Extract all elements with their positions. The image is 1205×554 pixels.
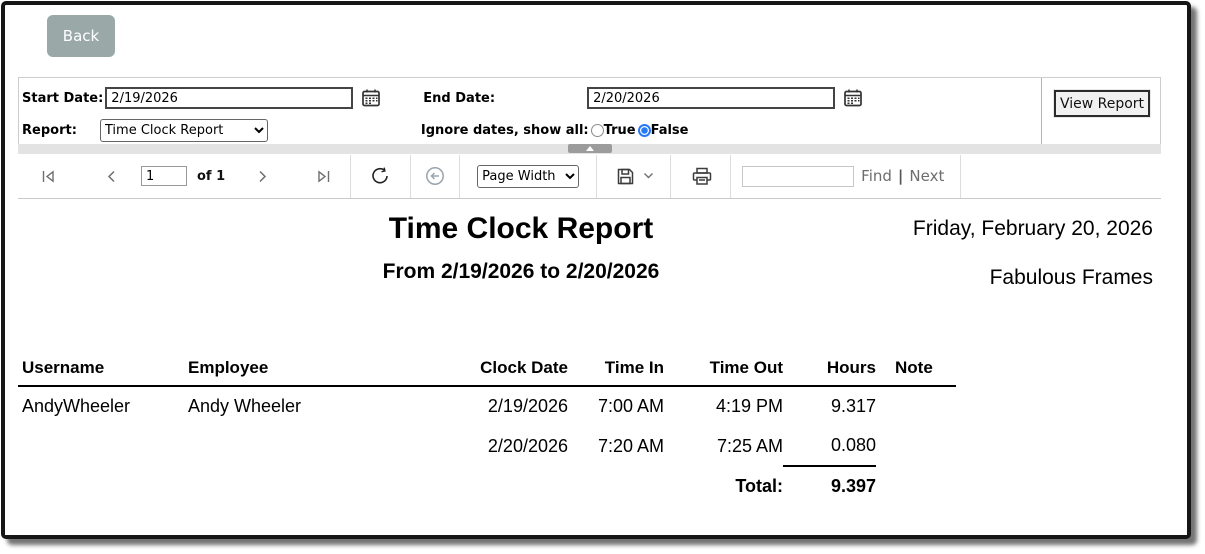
printer-icon: [691, 166, 713, 187]
cell-note: [876, 386, 956, 426]
total-label: Total:: [735, 475, 783, 496]
chevron-right-icon: [253, 167, 272, 186]
back-circle-icon: [424, 165, 446, 187]
table-header-row: Username Employee Clock Date Time In Tim…: [18, 358, 956, 387]
print-button[interactable]: [691, 166, 713, 187]
find-next-separator: |: [897, 167, 904, 185]
end-date-input[interactable]: [587, 87, 836, 109]
export-button[interactable]: [615, 166, 654, 187]
next-link[interactable]: Next: [909, 167, 945, 185]
find-link[interactable]: Find: [861, 167, 892, 185]
view-report-button[interactable]: View Report: [1053, 89, 1151, 118]
calendar-icon: [361, 88, 381, 108]
next-page-button[interactable]: [253, 167, 272, 186]
radio-true[interactable]: [590, 123, 604, 137]
col-time-in: Time In: [568, 358, 664, 387]
first-page-icon: [39, 167, 58, 186]
report-title: Time Clock Report: [388, 212, 654, 245]
chevron-left-icon: [102, 167, 121, 186]
cell-hours: 9.317: [830, 396, 876, 416]
report-content: Time Clock Report Friday, February 20, 2…: [5, 200, 1187, 535]
col-hours: Hours: [783, 358, 876, 387]
col-note: Note: [876, 358, 956, 387]
toolbar-separator: [596, 154, 598, 198]
report-label: Report:: [22, 122, 77, 138]
cell-hours: 0.080: [830, 435, 876, 455]
toolbar-separator: [730, 154, 732, 198]
toolbar-separator: [459, 154, 461, 198]
toolbar-separator: [960, 154, 962, 198]
total-row: Total: 9.397: [18, 465, 956, 506]
refresh-button[interactable]: [369, 165, 391, 187]
cell-username: AndyWheeler: [22, 396, 131, 416]
cell-time-out: 7:25 AM: [716, 435, 783, 456]
end-date-label: End Date:: [423, 90, 496, 106]
col-clock-date: Clock Date: [433, 358, 568, 387]
col-time-out: Time Out: [664, 358, 783, 387]
page-count-label: of 1: [197, 168, 226, 184]
parameters-splitter: [18, 144, 1161, 154]
col-employee: Employee: [188, 358, 433, 387]
report-date: Friday, February 20, 2026: [912, 217, 1153, 240]
toolbar-separator: [670, 154, 672, 198]
cell-clock-date: 2/20/2026: [487, 435, 568, 456]
total-row-note-spacer: [876, 466, 956, 506]
report-company: Fabulous Frames: [989, 266, 1153, 289]
radio-true-label[interactable]: True: [603, 122, 636, 138]
total-row-spacer: [18, 466, 664, 506]
total-value: 9.397: [783, 465, 876, 506]
cell-employee: Andy Wheeler: [188, 396, 302, 416]
start-date-label: Start Date:: [22, 90, 104, 106]
table-row: 2/20/2026 7:20 AM 7:25 AM 0.080: [18, 426, 956, 466]
save-icon: [615, 166, 636, 187]
collapse-parameters-handle[interactable]: [567, 144, 612, 153]
cell-username: [18, 426, 188, 466]
report-toolbar: of 1: [18, 154, 1161, 199]
col-username: Username: [18, 358, 188, 387]
toolbar-separator: [410, 154, 412, 198]
parameters-panel: Start Date:: [18, 77, 1161, 144]
last-page-button[interactable]: [314, 167, 333, 186]
back-to-parent-button[interactable]: [424, 165, 446, 187]
radio-false-label[interactable]: False: [650, 122, 689, 138]
parameters-row-1: Start Date:: [19, 85, 1160, 111]
parameters-row-2: Report: Time Clock Report Ignore dates, …: [19, 117, 1160, 143]
parameters-divider: [1041, 78, 1042, 144]
back-button[interactable]: Back: [47, 15, 115, 57]
toolbar-separator: [350, 154, 352, 198]
cell-time-in: 7:00 AM: [597, 396, 664, 416]
report-subtitle: From 2/19/2026 to 2/20/2026: [382, 260, 660, 283]
chevron-down-icon: [643, 172, 654, 180]
report-select[interactable]: Time Clock Report: [99, 118, 268, 142]
cell-note: [876, 426, 956, 466]
ignore-dates-label: Ignore dates, show all:: [420, 122, 589, 138]
cell-clock-date: 2/19/2026: [487, 396, 568, 416]
report-viewer-window: Back Start Date:: [1, 1, 1191, 539]
calendar-icon: [843, 88, 863, 108]
last-page-icon: [314, 167, 333, 186]
refresh-icon: [369, 165, 391, 187]
page-number-input[interactable]: [141, 166, 187, 186]
table-row: AndyWheeler Andy Wheeler 2/19/2026 7:00 …: [18, 386, 956, 426]
time-clock-table: Username Employee Clock Date Time In Tim…: [18, 358, 956, 506]
zoom-select[interactable]: Page Width: [477, 164, 580, 188]
previous-page-button[interactable]: [102, 167, 121, 186]
start-date-calendar-button[interactable]: [361, 88, 381, 108]
start-date-input[interactable]: [105, 87, 354, 109]
cell-employee: [188, 426, 433, 466]
cell-time-out: 4:19 PM: [715, 396, 783, 416]
cell-time-in: 7:20 AM: [597, 435, 664, 456]
find-text-input[interactable]: [742, 165, 855, 187]
first-page-button[interactable]: [39, 167, 58, 186]
end-date-calendar-button[interactable]: [843, 88, 863, 108]
radio-false[interactable]: [637, 123, 651, 137]
